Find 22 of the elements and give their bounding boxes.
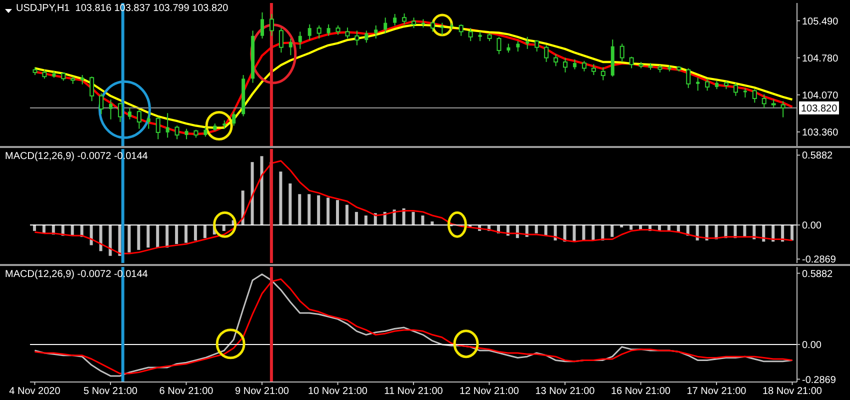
x-tick-label: 6 Nov 21:00	[159, 386, 214, 398]
y-tick-label: 0.00	[802, 340, 822, 352]
y-tick-label: 0.5882	[802, 150, 834, 162]
x-tick-label: 5 Nov 21:00	[84, 386, 138, 398]
y-tick-label: 105.490	[802, 16, 839, 28]
y-tick-label: 0.5882	[802, 268, 834, 280]
y-tick-label: 104.070	[802, 90, 839, 102]
x-tick-label: 16 Nov 21:00	[611, 386, 671, 398]
y-tick-label: 104.780	[802, 53, 839, 64]
y-tick-label: -0.2869	[802, 374, 836, 386]
x-tick-label: 18 Nov 21:00	[762, 386, 822, 398]
x-tick-label: 9 Nov 21:00	[235, 386, 290, 398]
y-tick-label: 0.00	[802, 220, 822, 232]
x-tick-label: 11 Nov 21:00	[384, 386, 444, 398]
y-tick-label: 103.360	[802, 127, 839, 138]
x-tick-label: 4 Nov 2020	[9, 386, 61, 398]
y-tick-label: -0.2869	[802, 254, 836, 266]
x-tick-label: 13 Nov 21:00	[535, 386, 596, 398]
x-tick-label: 12 Nov 21:00	[460, 386, 520, 398]
x-tick-label: 17 Nov 21:00	[686, 386, 747, 398]
x-tick-label: 10 Nov 21:00	[308, 386, 368, 398]
ref-line-label: 103.820	[801, 103, 838, 114]
